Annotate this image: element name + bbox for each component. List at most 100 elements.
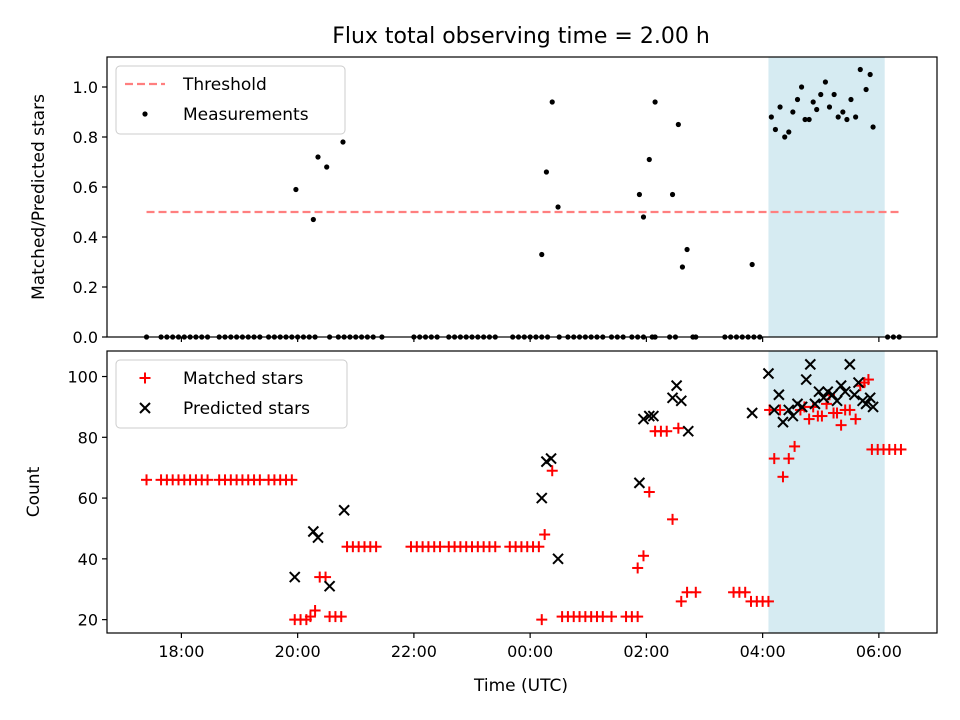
predicted-star-point xyxy=(768,404,780,416)
measurement-point xyxy=(857,66,863,73)
matched-star-point xyxy=(202,474,214,486)
measurement-point xyxy=(848,96,854,103)
predicted-x-b xyxy=(768,404,780,416)
measurement-point xyxy=(640,214,647,220)
legend-label: Matched stars xyxy=(183,369,303,389)
measurement-point xyxy=(782,134,788,140)
predicted-x-b xyxy=(817,392,830,404)
predicted-star-point xyxy=(787,410,799,422)
bottom-axes-frame xyxy=(106,350,938,634)
measurement-point xyxy=(853,114,859,120)
predicted-star-point xyxy=(633,477,646,489)
top-y-tick-label: 0.2 xyxy=(73,278,98,297)
predicted-x-b xyxy=(307,525,320,538)
matched-star-point xyxy=(667,513,679,525)
predicted-star-point xyxy=(323,580,336,592)
predicted-star-point xyxy=(536,492,548,504)
matched-star-point xyxy=(675,595,687,607)
predicted-star-point xyxy=(796,401,808,413)
bottom-y-tick-label: 20 xyxy=(78,611,98,630)
matched-star-point xyxy=(895,443,907,455)
measurement-point xyxy=(831,91,837,98)
predicted-x-b xyxy=(323,580,336,592)
measurement-point xyxy=(814,106,820,113)
top-legend-box xyxy=(115,65,346,135)
bottom-y-tick-label: 60 xyxy=(78,489,98,508)
matched-star-point xyxy=(783,453,795,465)
x-tick-label: 18:00 xyxy=(158,642,204,661)
predicted-star-point xyxy=(670,379,683,392)
top-y-tick-label: 0.8 xyxy=(73,128,98,147)
predicted-x-b xyxy=(637,413,650,425)
matched-star-point xyxy=(739,586,751,598)
measurement-point xyxy=(798,84,805,90)
x-tick-label: 04:00 xyxy=(740,642,786,661)
predicted-star-point xyxy=(643,410,655,422)
matched-star-point xyxy=(762,595,774,607)
predicted-star-point xyxy=(289,571,301,583)
matched-star-point xyxy=(768,453,780,465)
measurement-point xyxy=(826,104,833,110)
measurement-point xyxy=(802,116,808,123)
predicted-x-b xyxy=(831,395,843,407)
predicted-star-point xyxy=(307,525,320,538)
matched-star-point xyxy=(850,413,862,425)
predicted-star-point xyxy=(848,389,861,401)
measurement-point xyxy=(315,154,321,160)
top-y-tick-label: 0.0 xyxy=(73,328,98,347)
measurement-point xyxy=(749,261,755,268)
predicted-star-point xyxy=(844,358,856,371)
measurement-point xyxy=(810,99,816,105)
measurement-point xyxy=(806,116,812,123)
measurement-point xyxy=(646,156,652,163)
matched-star-point xyxy=(844,404,856,416)
predicted-x-b xyxy=(796,401,808,413)
matched-star-point xyxy=(536,614,548,626)
measurement-point xyxy=(870,124,876,130)
predicted-x-b xyxy=(675,395,687,407)
measurement-point xyxy=(863,86,869,93)
measurement-point xyxy=(324,164,330,170)
predicted-star-point xyxy=(682,425,694,437)
matched-star-point xyxy=(335,611,347,623)
legend-predicted-swatch xyxy=(139,402,151,414)
predicted-x-b xyxy=(289,571,301,583)
measurement-point xyxy=(790,109,796,115)
matched-star-point xyxy=(286,474,298,486)
measurement-point xyxy=(555,204,561,210)
measurement-point xyxy=(310,216,316,223)
predicted-x-b xyxy=(860,398,872,410)
predicted-x-b xyxy=(848,389,861,401)
measurement-point xyxy=(340,139,346,145)
predicted-star-point xyxy=(831,395,843,407)
predicted-star-point xyxy=(864,392,876,404)
matched-star-point xyxy=(370,541,382,553)
matched-star-point xyxy=(803,413,815,425)
measurement-point xyxy=(786,129,792,135)
legend-label: Threshold xyxy=(182,75,267,95)
predicted-x-b xyxy=(867,401,879,413)
predicted-x-b xyxy=(552,553,564,565)
bottom-y-tick-label: 100 xyxy=(67,368,98,387)
matched-star-point xyxy=(831,407,843,419)
measurement-point xyxy=(293,186,299,193)
x-tick-label: 02:00 xyxy=(623,642,669,661)
x-tick-label: 06:00 xyxy=(856,642,902,661)
x-tick-label: 00:00 xyxy=(507,642,553,661)
measurement-point xyxy=(549,99,555,105)
matched-star-point xyxy=(690,586,702,598)
matched-star-point xyxy=(643,486,655,498)
predicted-x-b xyxy=(804,358,816,371)
predicted-star-point xyxy=(675,395,687,407)
measurement-point xyxy=(818,91,824,98)
matched-star-point xyxy=(309,605,321,617)
measurement-point xyxy=(822,79,829,85)
predicted-x-b xyxy=(839,386,851,398)
predicted-x-b xyxy=(826,389,839,401)
predicted-x-b xyxy=(682,425,694,437)
predicted-star-point xyxy=(783,404,795,416)
measurement-point xyxy=(844,116,850,123)
bottom-panel: 20 40 60 80 100 18:00 20:00 22:00 00:00 02:00 04:0… xyxy=(67,350,938,661)
measurement-point xyxy=(679,264,686,270)
predicted-star-point xyxy=(545,452,557,465)
